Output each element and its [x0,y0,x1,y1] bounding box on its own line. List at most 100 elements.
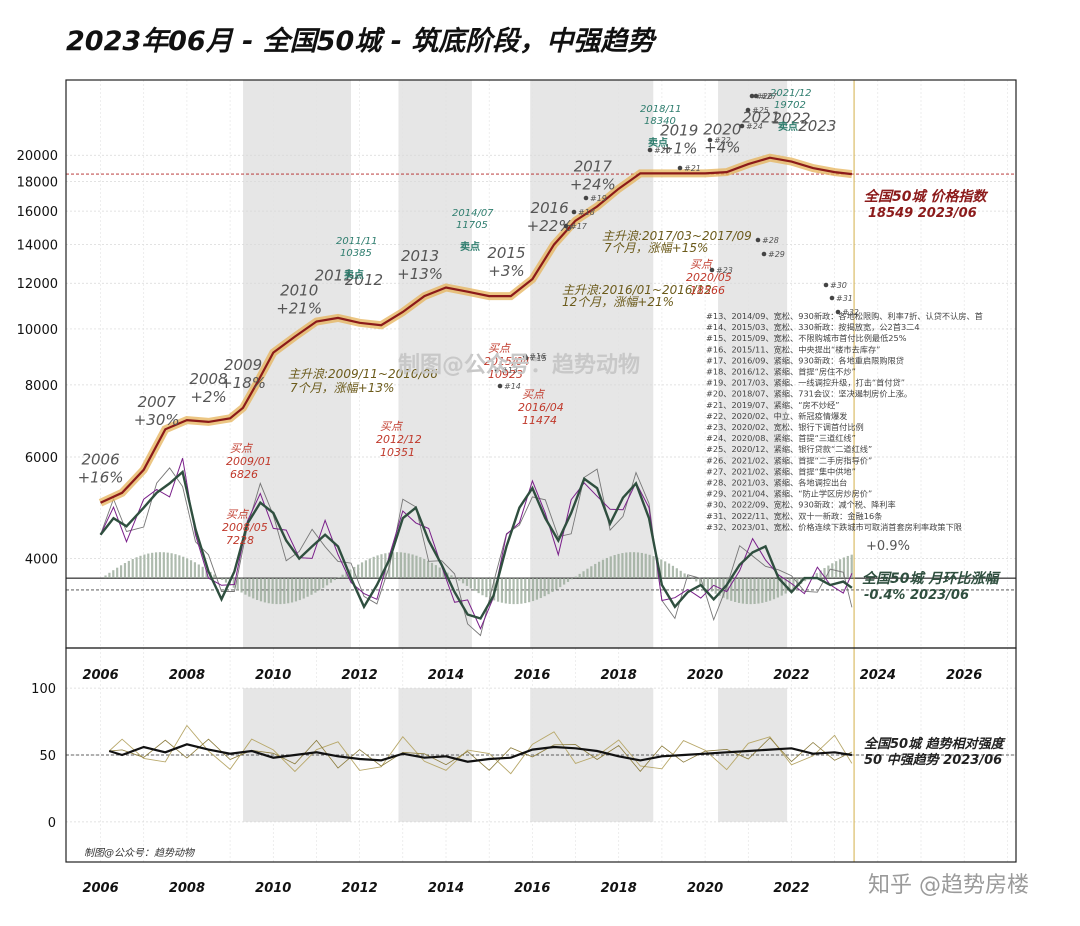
mom-bar [563,578,566,585]
sell-point-value: 10385 [340,248,372,259]
event-note: #20、2018/07、紧缩、731会议：坚决遏制房价上涨。 [706,389,912,399]
sell-point-label: 卖点 [648,136,668,149]
mom-bar [675,568,678,579]
mom-bar [769,578,772,601]
rsi-series [108,724,853,775]
event-marker-label: #16 [529,352,546,361]
mom-bar [531,578,535,602]
buy-point-date: 2009/01 [226,455,272,468]
mom-bar [403,552,406,579]
year-change-label: +16% [78,469,124,487]
buy-point-label: 买点 [230,442,254,455]
x-tick-label: 2018 [601,668,637,683]
event-marker-dot [677,165,683,171]
year-change-label: +24% [570,175,616,193]
mom-bar [551,578,554,592]
grid-lines [66,80,1016,862]
event-note: #14、2015/03、宽松、330新政：按揭放宽，公2首3二4 [706,322,920,332]
mom-bar [193,562,197,579]
x-tick-labels: 2006 2006 2008 2008 2010 2010 2012 2012 2014 2014… [82,668,982,896]
trend-note: 7个月，涨幅+13% [290,381,394,395]
event-note: #17、2016/09、紧缩、930新政：各地重启限购限贷 [706,355,904,365]
mom-bar [450,575,453,579]
mom-bar [259,578,263,602]
mom-bar [621,553,624,579]
mom-bar [442,570,445,579]
mom-bar [846,555,849,579]
mom-bars [104,552,853,605]
mom-bar [147,553,150,579]
mom-bar [368,558,371,579]
buy-point-value: 6826 [230,468,258,481]
mom-bar [726,578,729,600]
mom-bar [598,561,601,579]
mom-series-label: 全国50城 月环比涨幅 [862,570,1001,587]
mom-bar [691,578,694,579]
y-tick-label: 6000 [25,451,58,466]
event-marker-label: #32 [842,308,859,317]
sell-point-value: 19702 [774,100,806,111]
mom-bar [112,570,115,579]
buy-point-date: 2012/12 [376,433,422,446]
mom-bar [477,578,480,594]
year-label: 2022 [772,110,810,128]
buy-point-label: 买点 [380,420,404,433]
mom-bar [170,553,173,579]
sell-point-label: 卖点 [778,120,798,133]
mom-bar [166,552,169,579]
mom-bar [423,558,426,579]
event-marker-label: #22 [714,136,731,145]
mom-bar [850,554,853,579]
y-tick-label: 14000 [17,239,58,254]
buy-point-value: 7228 [226,534,254,547]
mom-bar [240,578,243,593]
mom-bar [182,556,185,579]
mom-bar [178,555,181,579]
mom-bar [473,578,476,591]
mom-bar [174,554,177,579]
mom-bar [586,568,589,579]
mom-bar [162,552,165,579]
mom-bar [788,578,791,592]
mom-bar [131,558,134,579]
mom-bar [648,554,651,579]
mom-bar [372,556,375,579]
event-marker-label: #14 [504,382,521,391]
year-label: 2007 [138,393,177,411]
event-marker-dot [753,93,759,99]
year-label: 2009 [224,356,262,374]
chart-title: 2023年06月 - 全国50城 - 筑底阶段，中强趋势 [66,26,657,57]
event-marker-dot [739,123,745,129]
mom-series [99,458,853,637]
year-label: 2015 [487,244,525,262]
event-marker-dot [761,251,767,257]
event-note: #15、2015/09、宽松、不限购城市首付比例最低25% [706,333,907,343]
buy-point-date: 2015/04 [484,355,530,368]
mom-bar [524,578,527,604]
event-marker-dot [647,147,653,153]
mom-bar [710,578,713,592]
price-series [98,153,853,507]
mom-bar [535,578,539,600]
year-change-label: +13% [397,265,443,283]
year-label: 2008 [189,370,227,388]
mom-bar [360,562,364,579]
year-change-label: +18% [220,374,266,392]
year-label: 2017 [574,157,613,175]
mom-bar [127,560,130,579]
mom-bar [547,578,550,595]
x-tick-label: 2018 [601,881,637,896]
event-note: #19、2017/03、紧缩、一线调控升级，打击“首付贷” [706,378,905,388]
mom-bar [399,552,402,579]
year-label: 2023 [798,117,836,135]
sell-point-date: 2014/07 [452,208,494,219]
event-marker-label: #25 [752,106,769,115]
mom-bar [570,578,573,580]
event-marker-label: #15 [530,354,547,363]
mom-bar [395,552,399,579]
mom-bar [718,578,721,596]
mom-bar [481,578,484,596]
rsi-series-label: 全国50城 趋势相对强度 [864,736,1007,752]
year-label: 2006 [81,451,119,469]
